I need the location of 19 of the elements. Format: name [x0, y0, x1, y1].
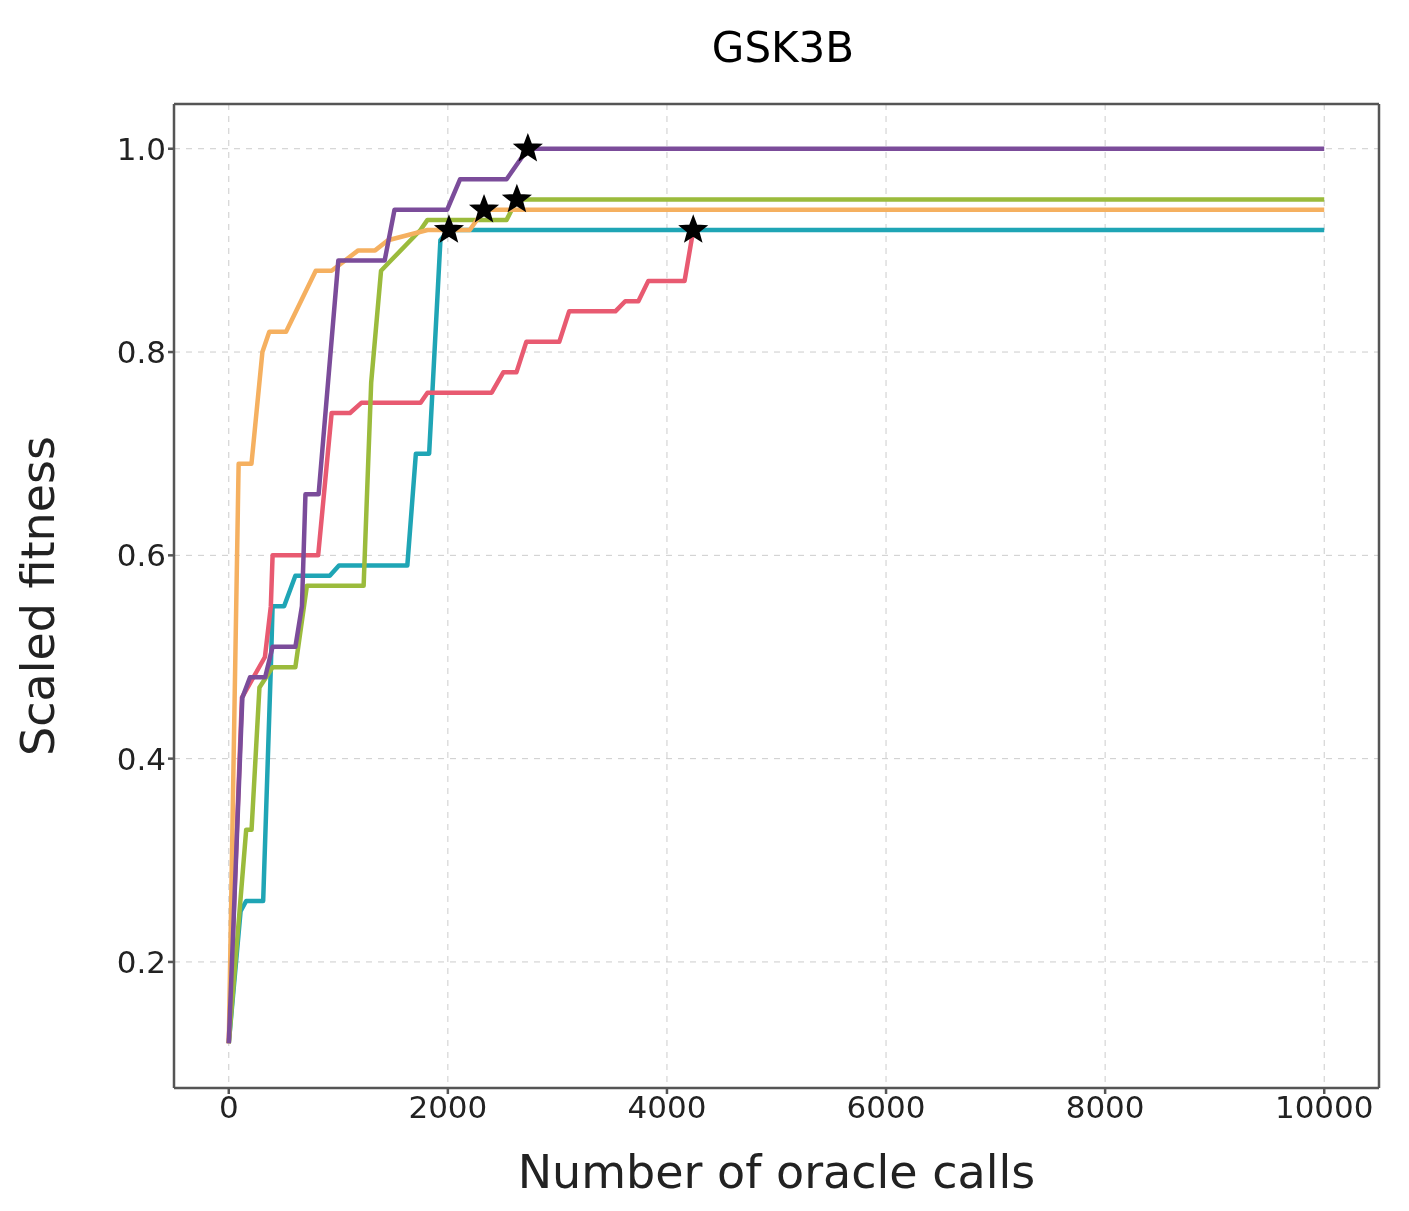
y-tick-label: 0.4 — [116, 740, 166, 777]
point — [470, 195, 498, 222]
x-tick-label: 8000 — [1065, 1089, 1145, 1126]
x-tick-label: 6000 — [846, 1089, 926, 1126]
x-axis-title: Number of oracle calls — [517, 1145, 1036, 1199]
point — [502, 183, 532, 213]
y-tick-label: 1.0 — [116, 130, 166, 167]
y-tick-label: 0.2 — [116, 943, 166, 980]
x-tick-label: 10000 — [1274, 1089, 1374, 1126]
x-tick-label: 2000 — [408, 1089, 488, 1126]
point — [679, 216, 707, 242]
x-tick-label: 0 — [218, 1089, 239, 1126]
x-tick-label: 4000 — [627, 1089, 707, 1126]
chart-title: GSK3B — [710, 22, 856, 74]
point — [435, 216, 463, 242]
point — [514, 134, 542, 161]
y-axis-title: Scaled fitness — [11, 436, 66, 756]
y-tick-label: 0.8 — [116, 334, 166, 371]
y-tick-label: 0.6 — [116, 537, 166, 574]
